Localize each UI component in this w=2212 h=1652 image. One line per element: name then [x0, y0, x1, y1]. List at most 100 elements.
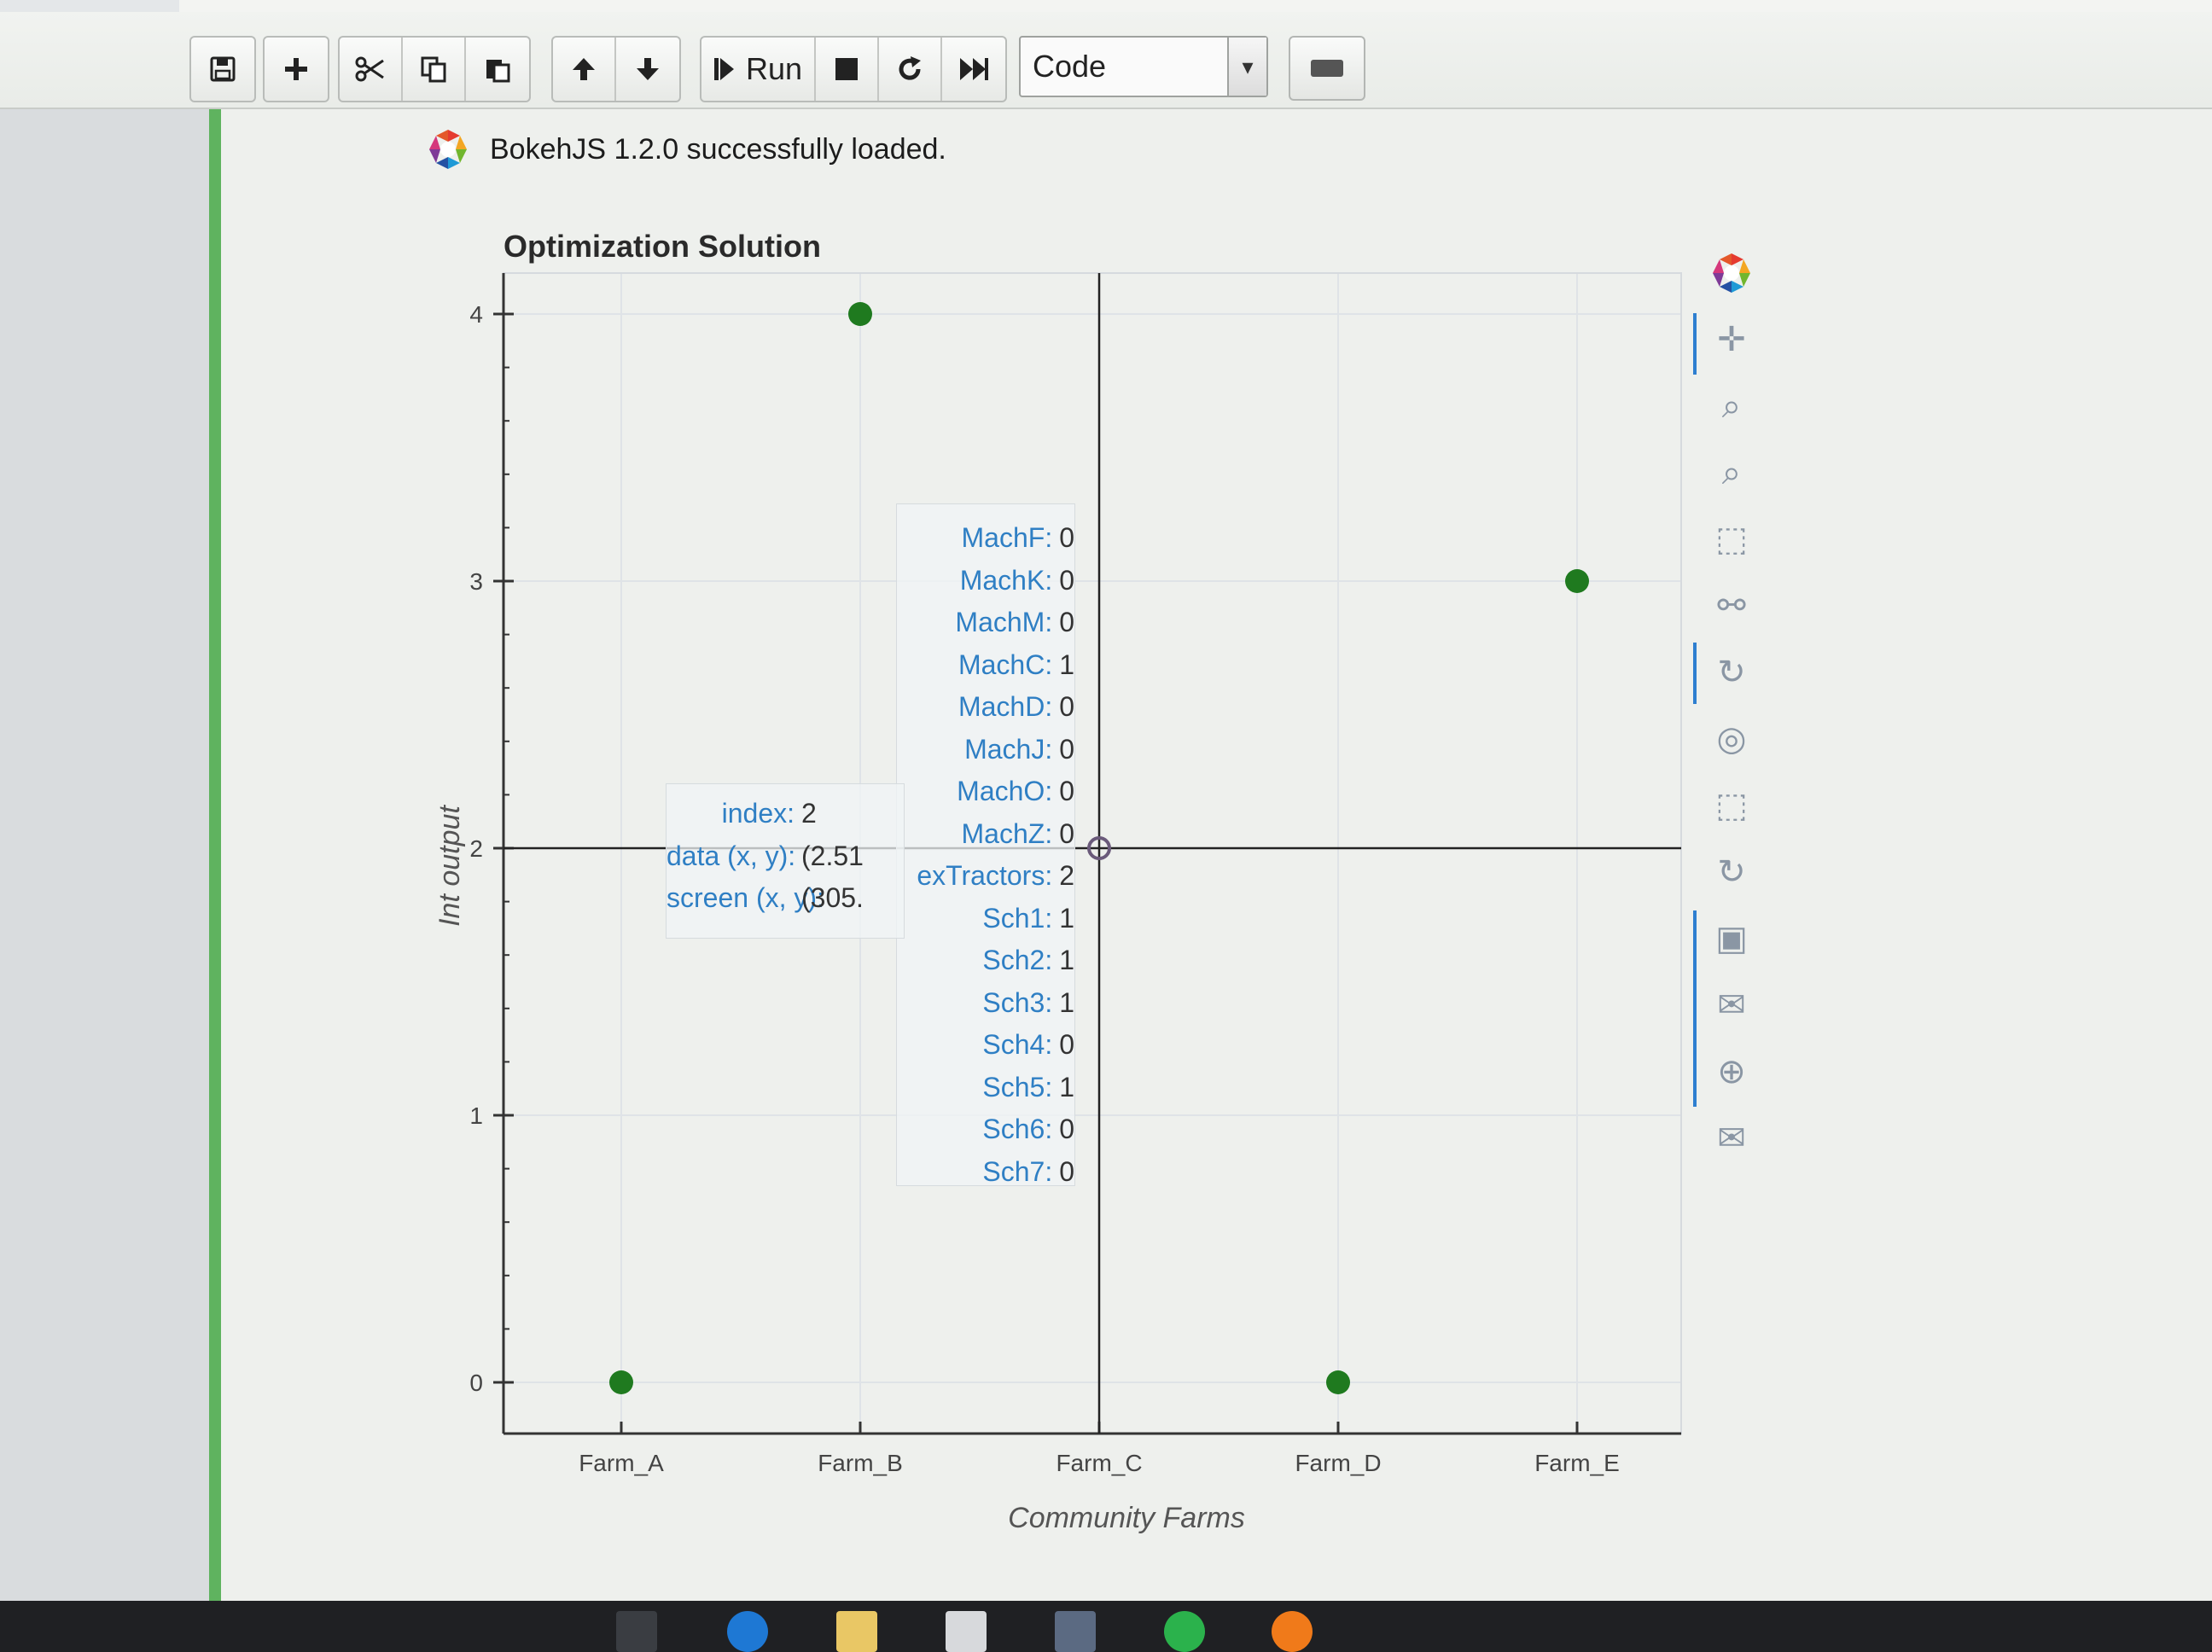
file-explorer-icon[interactable] [836, 1611, 877, 1652]
tooltip-value: 1 [1059, 1071, 1074, 1102]
tooltip-key: Sch6: [982, 1114, 1053, 1144]
y-tick-label: 3 [469, 568, 483, 595]
lasso-select-icon[interactable]: ⌕ [1721, 387, 1742, 425]
tooltip-value: 1 [1059, 986, 1074, 1018]
tooltip-value: 2 [1059, 860, 1074, 891]
move-down-button[interactable] [616, 38, 679, 101]
pan-icon[interactable]: ✛ [1717, 321, 1746, 358]
paste-icon [486, 60, 510, 83]
tooltip-row: Sch1: 1 [897, 898, 1074, 940]
tooltip-value: (2.51 [801, 840, 864, 871]
store-icon[interactable] [946, 1611, 987, 1652]
hover-alt-icon[interactable]: ✉ [1717, 1120, 1746, 1157]
tooltip-key: Sch1: [982, 902, 1053, 934]
tooltip-key: Sch4: [982, 1029, 1053, 1060]
data-point[interactable] [1565, 569, 1589, 593]
tooltip-value: 0 [1059, 817, 1074, 849]
tooltip-key: MachF: [961, 522, 1053, 553]
data-point[interactable] [1326, 1370, 1350, 1394]
insert-group [263, 36, 329, 102]
active-drag-indicator [1693, 313, 1697, 375]
y-tick-label: 0 [469, 1370, 483, 1396]
tooltip-key: MachK: [959, 564, 1053, 596]
run-button[interactable]: Run [701, 38, 817, 101]
bokeh-logo-icon [1710, 252, 1753, 294]
tooltip-row: MachC: 1 [897, 644, 1074, 687]
cell-type-select[interactable]: Code ▾ [1019, 36, 1268, 97]
tooltip-key: data (x, y): [667, 840, 796, 871]
y-axis-label: Int output [434, 805, 466, 927]
active-scroll-indicator [1693, 643, 1697, 704]
paste-button[interactable] [466, 38, 529, 101]
tooltip-row: data (x, y): (2.51 [667, 835, 904, 878]
tooltip-key: MachZ: [961, 817, 1053, 849]
save-button[interactable] [191, 38, 254, 101]
tooltip-key: MachJ: [964, 733, 1053, 765]
save-group [189, 36, 256, 102]
chart-title: Optimization Solution [504, 229, 821, 264]
tooltip-value: 0 [1059, 522, 1074, 553]
x-axis-ticks: Farm_A Farm_B Farm_C Farm_D Farm_E [579, 1422, 1620, 1476]
crosshair-tool-icon[interactable]: ◎ [1716, 720, 1747, 758]
bokeh-logo-icon [429, 130, 467, 169]
tooltip-key: Sch5: [982, 1071, 1053, 1102]
tooltip-key: MachM: [955, 607, 1053, 637]
tap-icon[interactable]: ↻ [1717, 654, 1746, 691]
tooltip-value: 1 [1059, 649, 1074, 680]
tooltip-row: exTractors: 2 [897, 855, 1074, 898]
hover-icon[interactable]: ✉ [1717, 986, 1746, 1024]
firefox-icon[interactable] [1272, 1611, 1313, 1652]
tooltip-row: Sch4: 0 [897, 1024, 1074, 1067]
zoom-icon[interactable]: ⌕ [1721, 453, 1742, 492]
hover-tooltip-fields: MachF: 0 MachK: 0 MachM: 0 MachC: 1 MachD: 0 MachJ… [896, 503, 1075, 1187]
tooltip-key: exTractors: [917, 860, 1053, 891]
tooltip-value: 2 [801, 798, 817, 829]
save-icon [210, 56, 236, 82]
tooltip-value: 0 [1059, 733, 1074, 765]
crosshair-icon[interactable]: ⊕ [1717, 1053, 1746, 1091]
keyboard-icon [1311, 60, 1343, 77]
restart-button[interactable] [879, 38, 943, 101]
move-group [551, 36, 681, 102]
edge-icon[interactable] [727, 1611, 768, 1652]
move-up-button[interactable] [553, 38, 616, 101]
reset-icon[interactable]: ↻ [1717, 853, 1746, 891]
arrow-down-icon [637, 58, 659, 80]
box-select-icon[interactable]: ⬚ [1715, 521, 1748, 558]
insert-cell-button[interactable] [265, 38, 328, 101]
bokeh-toolbar: ✛ ⌕ ⌕ ⬚ ⚯ ↻ ◎ ⬚ ↻ ▣ ✉ ⊕ ✉ [1693, 252, 1770, 1157]
run-all-button[interactable] [942, 38, 1005, 101]
tooltip-row: Sch2: 1 [897, 939, 1074, 982]
fast-forward-icon [960, 58, 989, 80]
jupyter-icon[interactable] [1164, 1611, 1205, 1652]
wheel-zoom-icon[interactable]: ⚯ [1717, 587, 1746, 625]
app-icon[interactable] [1055, 1611, 1096, 1652]
copy-button[interactable] [403, 38, 466, 101]
tooltip-key: index: [721, 798, 795, 829]
scatter-plot[interactable]: Farm_A Farm_B Farm_C Farm_D Farm_E 0 1 2 3 4 Com… [401, 256, 1732, 1553]
tooltip-key: MachD: [958, 691, 1053, 722]
copy-icon [421, 56, 446, 83]
data-point[interactable] [609, 1370, 633, 1394]
poly-select-icon[interactable]: ⬚ [1715, 787, 1748, 824]
data-points [609, 302, 1589, 1394]
tooltip-value: 1 [1059, 902, 1074, 934]
tooltip-row: MachD: 0 [897, 686, 1074, 729]
tooltip-row: Sch7: 0 [897, 1151, 1074, 1194]
notebook-toolbar: Run Code ▾ [0, 12, 2212, 109]
run-group: Run [700, 36, 1008, 102]
tooltip-value: 0 [1059, 607, 1074, 637]
cut-button[interactable] [340, 38, 403, 101]
save-plot-icon[interactable]: ▣ [1715, 920, 1748, 957]
interrupt-button[interactable] [816, 38, 880, 101]
plus-icon [285, 58, 307, 80]
hover-tooltip-index: index: 2 data (x, y): (2.51 screen (x, y): (3… [666, 783, 905, 939]
data-point[interactable] [848, 302, 872, 326]
task-view-icon[interactable] [616, 1611, 657, 1652]
cell-selection-bar [209, 109, 221, 1611]
command-palette-button[interactable] [1289, 36, 1365, 101]
active-inspect-indicator [1693, 910, 1697, 1107]
tooltip-key: screen (x, y): [667, 882, 824, 913]
loaded-message: BokehJS 1.2.0 successfully loaded. [490, 132, 946, 166]
y-axis-ticks: 0 1 2 3 4 [469, 301, 514, 1396]
